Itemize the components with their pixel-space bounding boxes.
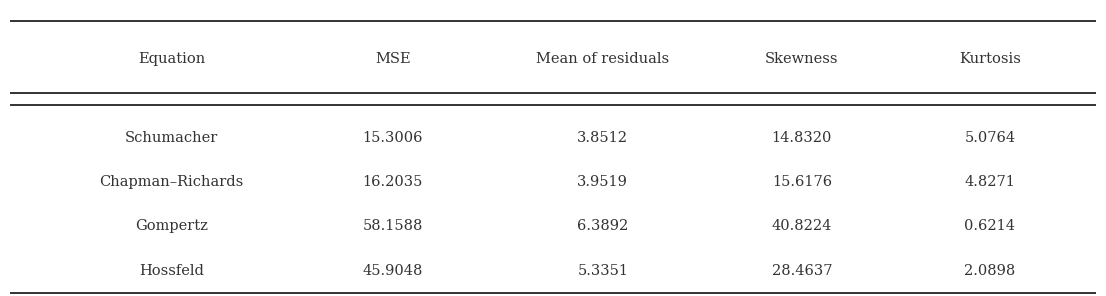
Text: Hossfeld: Hossfeld bbox=[139, 264, 204, 278]
Text: Kurtosis: Kurtosis bbox=[959, 52, 1021, 66]
Text: 28.4637: 28.4637 bbox=[772, 264, 832, 278]
Text: 5.3351: 5.3351 bbox=[577, 264, 628, 278]
Text: 40.8224: 40.8224 bbox=[772, 219, 832, 234]
Text: 4.8271: 4.8271 bbox=[964, 175, 1015, 189]
Text: 58.1588: 58.1588 bbox=[363, 219, 422, 234]
Text: 3.9519: 3.9519 bbox=[577, 175, 628, 189]
Text: Chapman–Richards: Chapman–Richards bbox=[100, 175, 243, 189]
Text: Mean of residuals: Mean of residuals bbox=[536, 52, 669, 66]
Text: 16.2035: 16.2035 bbox=[363, 175, 422, 189]
Text: 6.3892: 6.3892 bbox=[577, 219, 628, 234]
Text: 5.0764: 5.0764 bbox=[964, 131, 1015, 145]
Text: Gompertz: Gompertz bbox=[135, 219, 208, 234]
Text: 15.6176: 15.6176 bbox=[772, 175, 832, 189]
Text: 45.9048: 45.9048 bbox=[363, 264, 422, 278]
Text: 2.0898: 2.0898 bbox=[964, 264, 1015, 278]
Text: Equation: Equation bbox=[138, 52, 205, 66]
Text: 3.8512: 3.8512 bbox=[577, 131, 628, 145]
Text: Schumacher: Schumacher bbox=[125, 131, 218, 145]
Text: 0.6214: 0.6214 bbox=[964, 219, 1015, 234]
Text: 15.3006: 15.3006 bbox=[363, 131, 422, 145]
Text: Skewness: Skewness bbox=[765, 52, 838, 66]
Text: 14.8320: 14.8320 bbox=[772, 131, 832, 145]
Text: MSE: MSE bbox=[375, 52, 410, 66]
